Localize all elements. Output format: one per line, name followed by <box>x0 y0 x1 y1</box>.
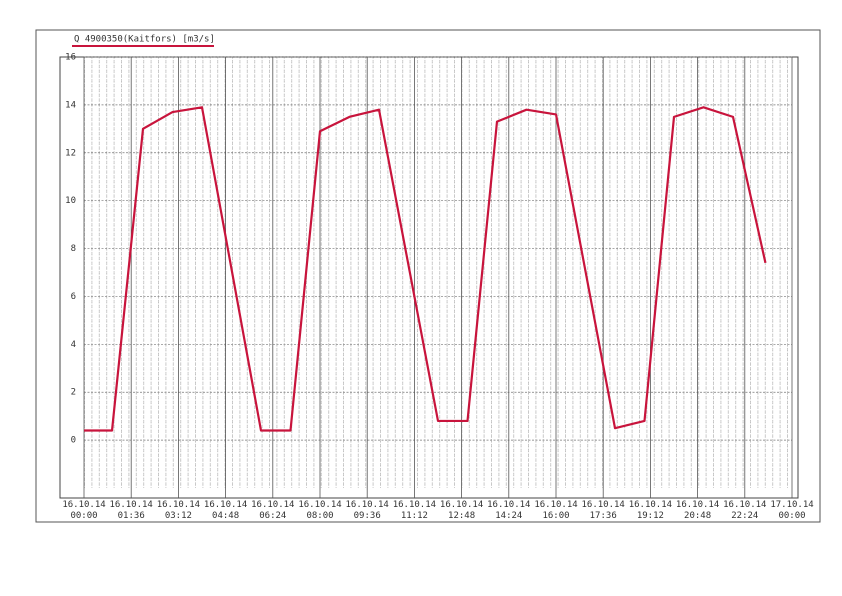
plot: 0 2 4 6 8 10 12 14 16 <box>65 53 793 498</box>
x-tick-label: 16.10.14 03:12 <box>156 500 201 521</box>
data-line <box>84 106 767 432</box>
x-tick-label: 16.10.14 00:00 <box>62 500 106 521</box>
x-tick-label: 16.10.14 11:12 <box>392 500 437 521</box>
x-tick-label: 16.10.14 09:36 <box>345 500 389 521</box>
y-tick-label: 8 <box>71 244 76 254</box>
y-tick-label: 6 <box>71 292 76 302</box>
x-tick-label: 16.10.14 01:36 <box>109 500 153 521</box>
y-tick-label: 2 <box>71 388 76 398</box>
x-tick-label: 16.10.14 17:36 <box>581 500 625 521</box>
x-tick-label: 16.10.14 06:24 <box>251 500 295 521</box>
y-tick-label: 12 <box>65 148 76 158</box>
y-tick-label: 0 <box>71 436 76 446</box>
chart-title: Q 4900350(Kaitfors) [m3/s] <box>74 35 215 45</box>
x-tick-label: 16.10.14 08:00 <box>298 500 342 521</box>
frame <box>35 29 821 523</box>
x-tick-label: 16.10.14 16:00 <box>534 500 578 521</box>
x-tick-label: 16.10.14 22:24 <box>723 500 767 521</box>
y-tick-label: 4 <box>71 340 76 350</box>
y-tick-label: 10 <box>65 196 76 206</box>
minor-grid <box>84 57 792 488</box>
x-tick-label: 17.10.14 00:00 <box>770 500 814 521</box>
x-tick-label: 16.10.14 19:12 <box>628 500 673 521</box>
x-tick-label: 16.10.14 20:48 <box>675 500 720 521</box>
x-tick-label: 16.10.14 04:48 <box>203 500 248 521</box>
x-tick-label: 16.10.14 14:24 <box>487 500 531 521</box>
y-tick-label: 14 <box>65 100 76 110</box>
y-tick-label: 16 <box>65 53 76 63</box>
x-tick-label: 16.10.14 12:48 <box>439 500 484 521</box>
